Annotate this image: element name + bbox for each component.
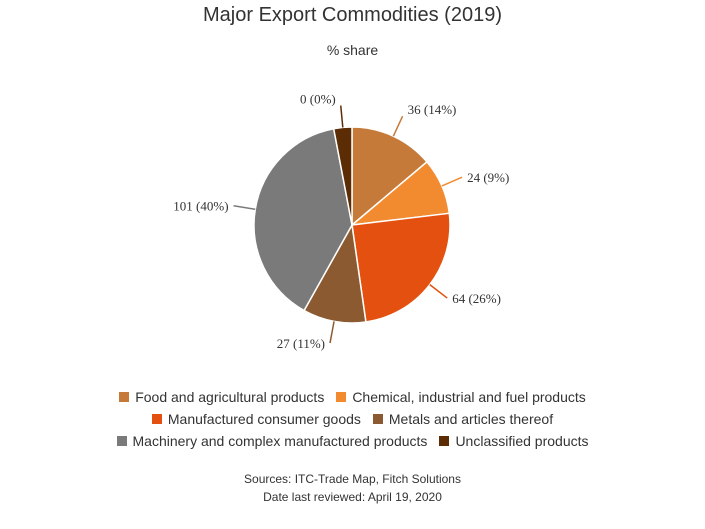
legend-swatch [116, 436, 127, 446]
legend-swatch [119, 392, 130, 402]
leader-line-manufactured [429, 284, 448, 299]
pie-slice-manufactured[interactable] [351, 212, 451, 323]
pie-chart: 36 (14%) 24 (9%) 64 (26%) 27 (11%) 101 (40%)… [173, 92, 509, 351]
sources-note: Sources: ITC-Trade Map, Fitch Solutions … [0, 470, 705, 506]
legend-label: Chemical, industrial and fuel products [352, 389, 586, 405]
legend-item-unclassified[interactable]: Unclassified products [439, 433, 589, 449]
legend-item-chemical[interactable]: Chemical, industrial and fuel products [336, 389, 586, 405]
date-reviewed-line: Date last reviewed: April 19, 2020 [263, 490, 442, 504]
legend: Food and agricultural products Chemical,… [0, 386, 705, 452]
data-label-metals: 27 (11%) [277, 336, 325, 351]
leader-line-chemical [441, 176, 463, 187]
data-label-machinery: 101 (40%) [173, 199, 228, 214]
legend-item-machinery[interactable]: Machinery and complex manufactured produ… [116, 433, 428, 449]
leader-line-metals [329, 321, 335, 344]
sources-line: Sources: ITC-Trade Map, Fitch Solutions [244, 472, 461, 486]
data-label-food: 36 (14%) [408, 102, 457, 117]
leader-line-unclassified [339, 105, 344, 128]
legend-label: Machinery and complex manufactured produ… [132, 433, 428, 449]
chart-subtitle: % share [326, 42, 379, 58]
legend-item-manufactured[interactable]: Manufactured consumer goods [151, 411, 361, 427]
chart-title: Major Export Commodities (2019) [203, 4, 502, 26]
legend-label: Unclassified products [455, 433, 589, 449]
data-label-chemical: 24 (9%) [467, 170, 509, 185]
legend-label: Food and agricultural products [135, 389, 325, 405]
data-label-unclassified: 0 (0%) [300, 92, 336, 107]
legend-item-metals[interactable]: Metals and articles thereof [372, 411, 554, 427]
legend-swatch [151, 414, 162, 424]
legend-label: Metals and articles thereof [388, 411, 554, 427]
leader-line-machinery [233, 204, 256, 210]
legend-swatch [336, 392, 347, 402]
data-label-manufactured: 64 (26%) [452, 291, 501, 306]
legend-item-food[interactable]: Food and agricultural products [119, 389, 324, 405]
leader-line-food [392, 115, 404, 137]
legend-label: Manufactured consumer goods [167, 411, 361, 427]
legend-swatch [439, 436, 450, 446]
legend-swatch [372, 414, 383, 424]
pie-slice-food[interactable] [351, 126, 429, 227]
